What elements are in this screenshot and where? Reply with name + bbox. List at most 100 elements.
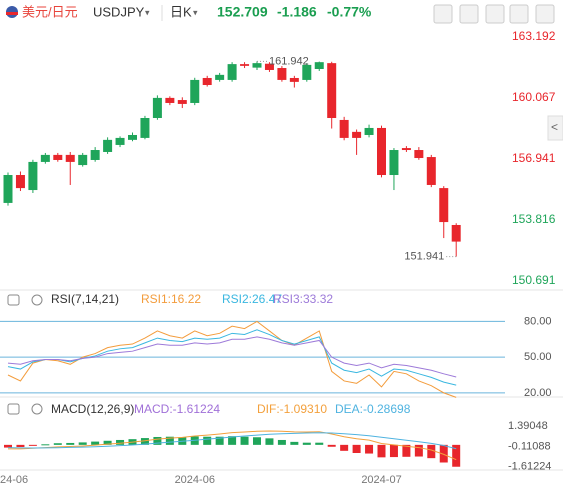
tool-button[interactable] <box>433 4 453 24</box>
candle-body <box>28 161 38 191</box>
legend-entry: RSI3:33.32 <box>273 292 333 306</box>
macd-bar <box>91 441 100 445</box>
macd-bar <box>215 436 224 445</box>
tool-button[interactable] <box>459 4 479 24</box>
change-pct: -0.77% <box>327 4 372 20</box>
macd-bar <box>365 444 374 454</box>
period[interactable]: 日K <box>170 4 192 19</box>
macd-bar <box>414 444 423 457</box>
candle-body <box>252 63 262 68</box>
y-tick-label: -0.11088 <box>508 440 551 452</box>
macd-title: MACD(12,26,9) <box>51 402 134 416</box>
y-tick-label: -1.61224 <box>508 461 551 473</box>
candle-body <box>90 150 100 160</box>
low-annotation: 151.941 <box>404 251 444 263</box>
flag-stripe <box>6 12 18 15</box>
macd-bar <box>4 444 12 448</box>
dropdown-arrow[interactable]: ▾ <box>145 7 150 17</box>
pair-name[interactable]: 美元/日元 <box>22 4 78 19</box>
macd-bar <box>240 436 249 445</box>
candle-body <box>426 157 436 185</box>
macd-bar <box>116 439 125 445</box>
dropdown-arrow[interactable]: ▾ <box>193 7 198 17</box>
tool-button[interactable] <box>535 4 555 24</box>
candle-body <box>165 97 175 103</box>
tool-button[interactable] <box>485 4 505 24</box>
macd-bar <box>340 444 349 451</box>
candle-body <box>53 154 63 160</box>
candle-body <box>389 150 399 176</box>
settings-icon[interactable] <box>31 403 43 415</box>
tool-button[interactable] <box>509 4 529 24</box>
x-tick-label: 2024-07 <box>361 474 401 486</box>
rsi-title: RSI(7,14,21) <box>51 292 119 306</box>
macd-bar <box>66 442 75 445</box>
candle-body <box>277 68 287 80</box>
candle-body <box>352 131 362 138</box>
candle-body <box>140 118 150 138</box>
macd-bar <box>253 437 261 445</box>
candle-body <box>115 137 125 145</box>
last-price: 152.709 <box>217 4 268 20</box>
high-annotation: 161.942 <box>269 55 309 67</box>
macd-bar <box>41 444 50 446</box>
symbol[interactable]: USDJPY <box>93 4 145 19</box>
macd-bar <box>327 444 336 447</box>
rsi-line <box>7 336 457 378</box>
candle-body <box>264 63 274 70</box>
candle-body <box>289 77 299 82</box>
macd-bar <box>427 444 436 459</box>
candle-body <box>15 175 25 189</box>
macd-bar <box>277 439 286 445</box>
legend-entry: MACD:-1.61224 <box>134 402 220 416</box>
y-tick-label: 156.941 <box>512 151 556 165</box>
settings-icon[interactable] <box>31 294 43 306</box>
candle-body <box>177 100 187 104</box>
candle-body <box>40 154 50 162</box>
change: -1.186 <box>277 4 317 20</box>
candle-body <box>152 97 162 119</box>
toolbar <box>433 4 555 24</box>
side-toggle[interactable] <box>547 115 563 141</box>
candle-body <box>339 119 349 138</box>
y-tick-label: 163.192 <box>512 29 556 43</box>
macd-bar <box>402 444 411 457</box>
macd-bar <box>228 436 237 445</box>
macd-bar <box>103 440 112 445</box>
legend-entry: DEA:-0.28698 <box>335 402 411 416</box>
candle-body <box>78 154 88 166</box>
macd-bar <box>377 444 386 458</box>
candle-body <box>65 154 75 162</box>
macd-bar <box>265 438 274 445</box>
candle-body <box>327 63 337 119</box>
macd-bar <box>389 444 398 458</box>
candle-body <box>414 150 424 159</box>
macd-bar <box>140 438 149 445</box>
candle-body <box>451 224 461 242</box>
x-tick-label: 24-06 <box>0 474 28 486</box>
candle-body <box>401 148 411 151</box>
macd-bar <box>78 442 87 445</box>
side-toggle-icon[interactable]: < <box>551 120 558 134</box>
rsi-line <box>7 320 457 398</box>
macd-bar <box>439 444 448 463</box>
macd-bar <box>452 444 461 467</box>
macd-bar <box>153 436 162 445</box>
macd-bar <box>16 444 25 448</box>
candle-body <box>439 188 449 223</box>
y-tick-label: 153.816 <box>512 212 556 226</box>
collapse-icon[interactable] <box>7 403 20 415</box>
y-tick-label: 1.39048 <box>508 420 548 432</box>
y-tick-label: 50.00 <box>524 351 552 363</box>
candle-body <box>314 62 324 69</box>
rsi-icons <box>7 294 43 415</box>
legend-entry: RSI1:16.22 <box>141 292 201 306</box>
candle-body <box>227 64 237 80</box>
legend-entry: DIF:-1.09310 <box>257 402 327 416</box>
candle-body <box>103 139 113 152</box>
macd-bar <box>53 443 62 445</box>
collapse-icon[interactable] <box>7 294 20 306</box>
candle-body <box>215 74 225 80</box>
